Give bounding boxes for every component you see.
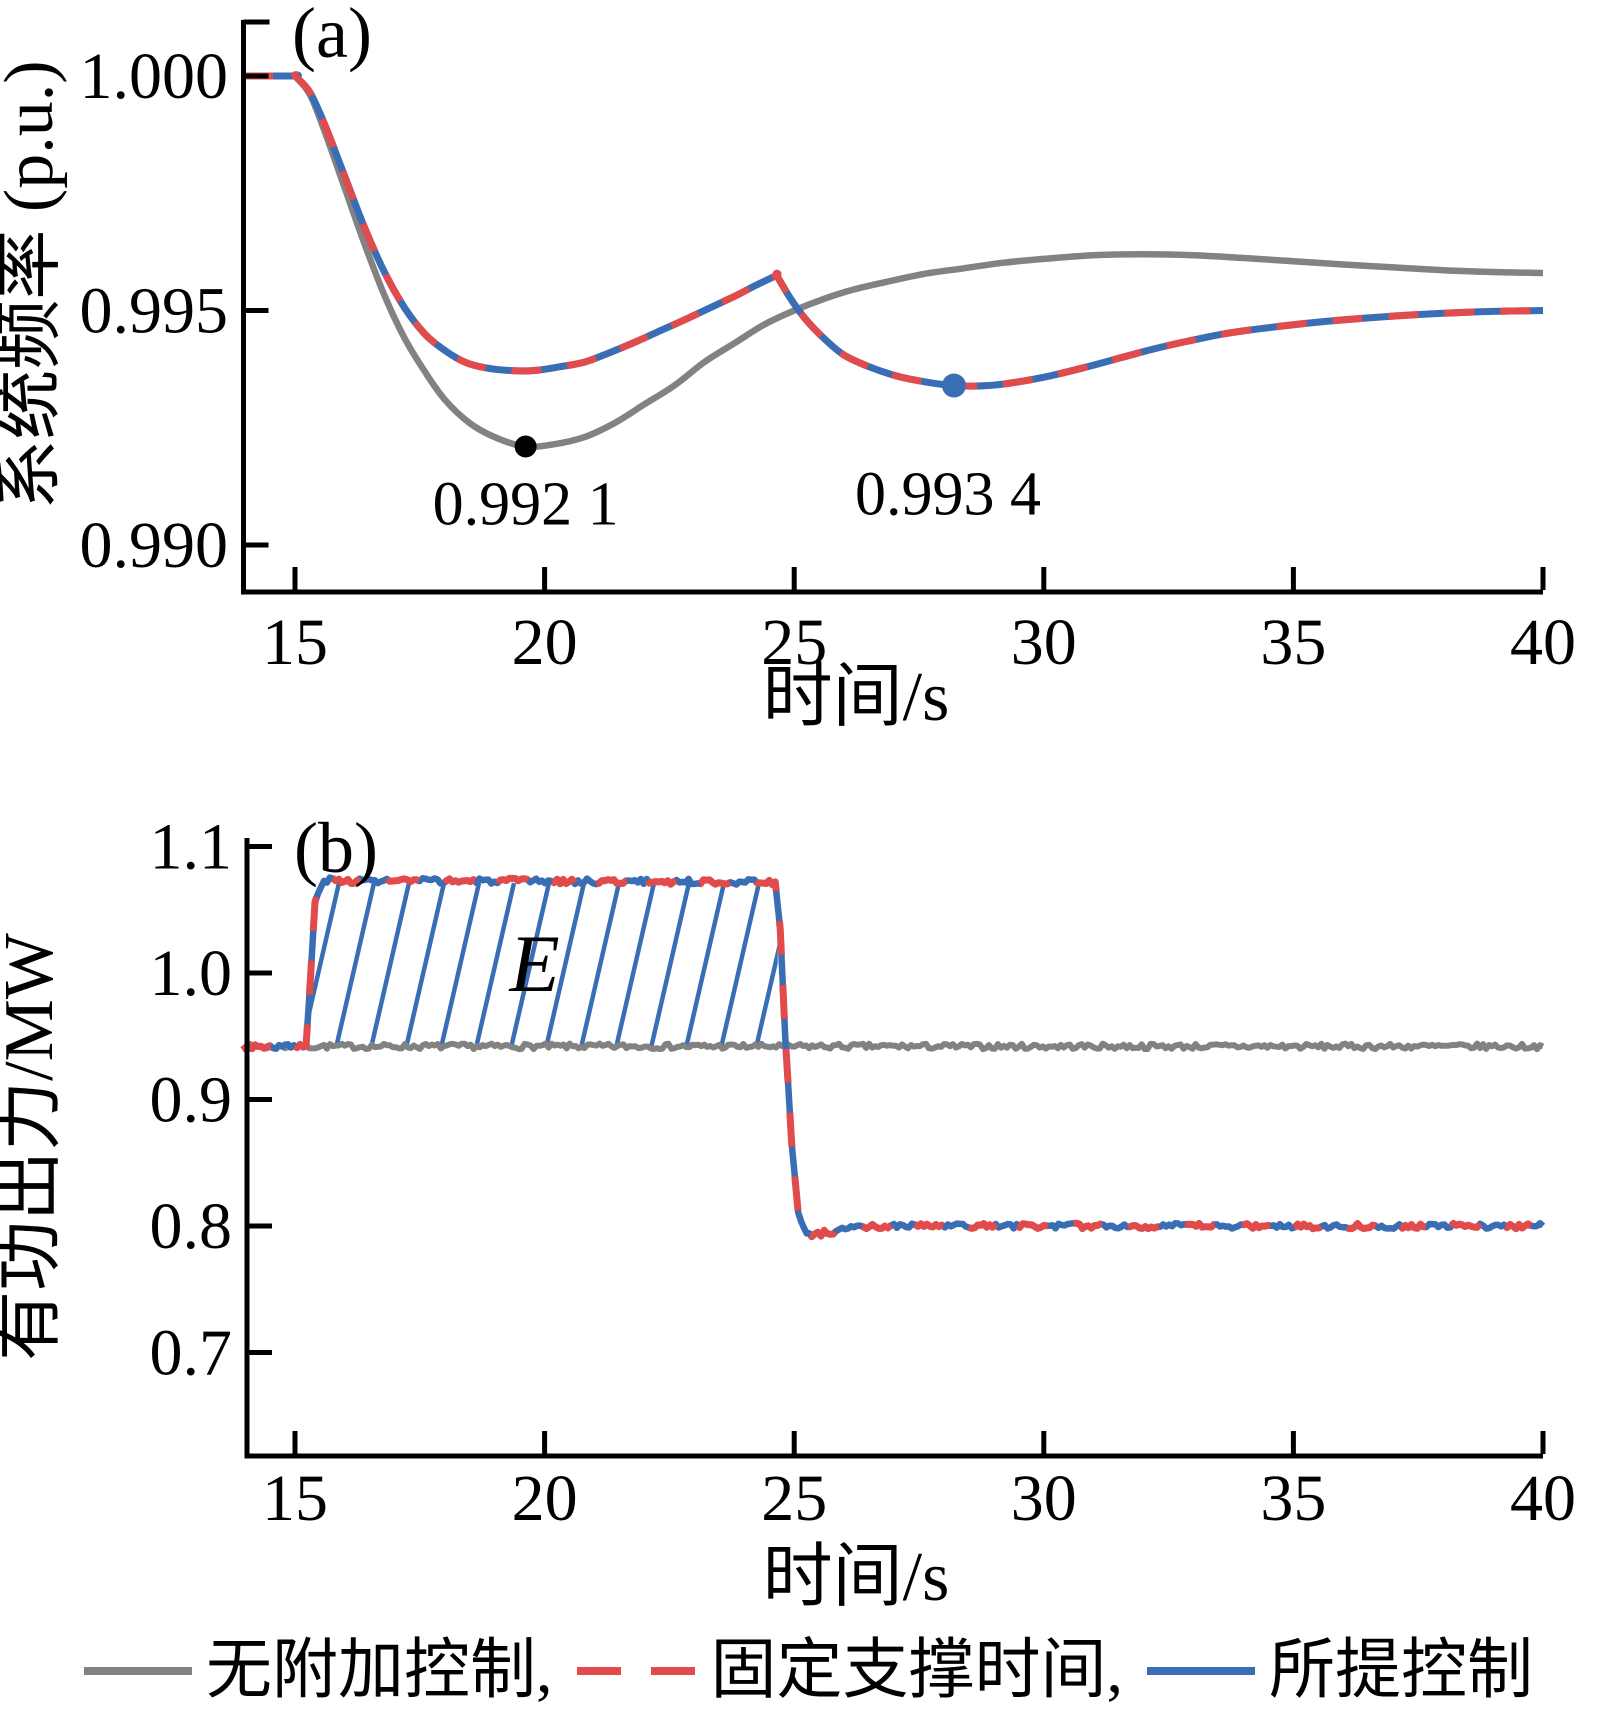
x-tick-label: 15 (262, 1462, 328, 1535)
annotation-label: 0.992 1 (433, 471, 619, 539)
hatch-line (683, 882, 727, 1048)
x-tick-label: 20 (512, 606, 578, 679)
x-axis-label: 时间/s (763, 659, 950, 730)
chart-a-system-frequency: 15 20 25 30 35 40 1.000 0.995 0.990 时间/s 系统频率 (p.u… (0, 0, 1576, 730)
hatch-line (368, 882, 412, 1048)
hatch-line (266, 883, 304, 1048)
hatch-line (613, 882, 657, 1048)
x-tick-label: 35 (1260, 1462, 1326, 1535)
x-tick-label: 15 (262, 606, 328, 679)
red-dashed-line-icon (576, 1666, 697, 1675)
gray-solid-line-icon (84, 1666, 192, 1675)
hatch-line (231, 883, 269, 1048)
series-no_control (242, 1040, 1545, 1053)
x-tick-label: 30 (1011, 606, 1077, 679)
subplot-label: (b) (294, 808, 378, 888)
annotation-marker (941, 373, 966, 398)
hatch-line (791, 883, 829, 1048)
legend-item-proposed: 所提控制 (1145, 1633, 1533, 1707)
series-proposed (240, 874, 1546, 1240)
x-tick-label: 40 (1510, 1462, 1576, 1535)
legend: 无附加控制, 固定支撑时间, 所提控制 (0, 1628, 1615, 1713)
legend-item-no-control: 无附加控制, (82, 1633, 553, 1707)
hatch-line (403, 882, 447, 1048)
hatch-line (648, 882, 692, 1048)
hatch-line (333, 882, 377, 1048)
y-tick-label: 1.0 (150, 937, 233, 1010)
y-tick-label: 0.990 (80, 509, 229, 582)
series-proposed (243, 71, 1544, 390)
series-fixed_time (243, 71, 1544, 390)
annotation-label: 0.993 4 (855, 461, 1041, 529)
y-tick-label: 1.1 (150, 811, 233, 884)
x-tick-label: 20 (512, 1462, 578, 1535)
y-tick-label: 0.8 (150, 1190, 233, 1263)
y-axis-label: 系统频率 (p.u.) (0, 60, 68, 509)
hatch-line (543, 882, 587, 1048)
x-tick-label: 25 (761, 1462, 827, 1535)
hatch-line (718, 882, 762, 1048)
y-tick-label: 1.000 (80, 40, 229, 113)
blue-solid-line-icon (1147, 1666, 1255, 1675)
hatch-region-label: E (509, 918, 560, 1009)
hatch-line (826, 883, 864, 1048)
x-tick-label: 35 (1260, 606, 1326, 679)
series-no_control (243, 71, 1544, 451)
legend-label-fixed-time: 固定支撑时间, (710, 1633, 1124, 1707)
x-tick-label: 40 (1510, 606, 1576, 679)
y-tick-label: 0.9 (150, 1064, 233, 1137)
hatch-line (508, 882, 552, 1048)
subplot-label: (a) (292, 0, 372, 73)
series-fixed_time (240, 874, 1546, 1241)
y-axis-label: 有功出力/MW (0, 933, 68, 1361)
x-tick-label: 25 (761, 606, 827, 679)
y-tick-label: 0.995 (80, 275, 229, 348)
annotation-marker (514, 435, 537, 458)
y-tick-label: 0.7 (150, 1317, 233, 1390)
x-tick-label: 30 (1011, 1462, 1077, 1535)
legend-label-proposed: 所提控制 (1269, 1633, 1533, 1707)
hatch-line (473, 882, 517, 1048)
x-axis-label: 时间/s (763, 1539, 950, 1616)
legend-item-fixed-time: 固定支撑时间, (575, 1633, 1124, 1707)
chart-b-active-power: E 15 20 25 30 35 40 1.1 1.0 0.9 0.8 0.7 时间/s 有功出力/MW (… (0, 808, 1576, 1616)
hatch-line (310, 882, 342, 1015)
hatch-line (438, 882, 482, 1048)
hatch-line (578, 882, 622, 1048)
hatch-line (753, 943, 778, 1048)
legend-label-no-control: 无附加控制, (206, 1633, 553, 1707)
hatch-area (231, 882, 864, 1048)
